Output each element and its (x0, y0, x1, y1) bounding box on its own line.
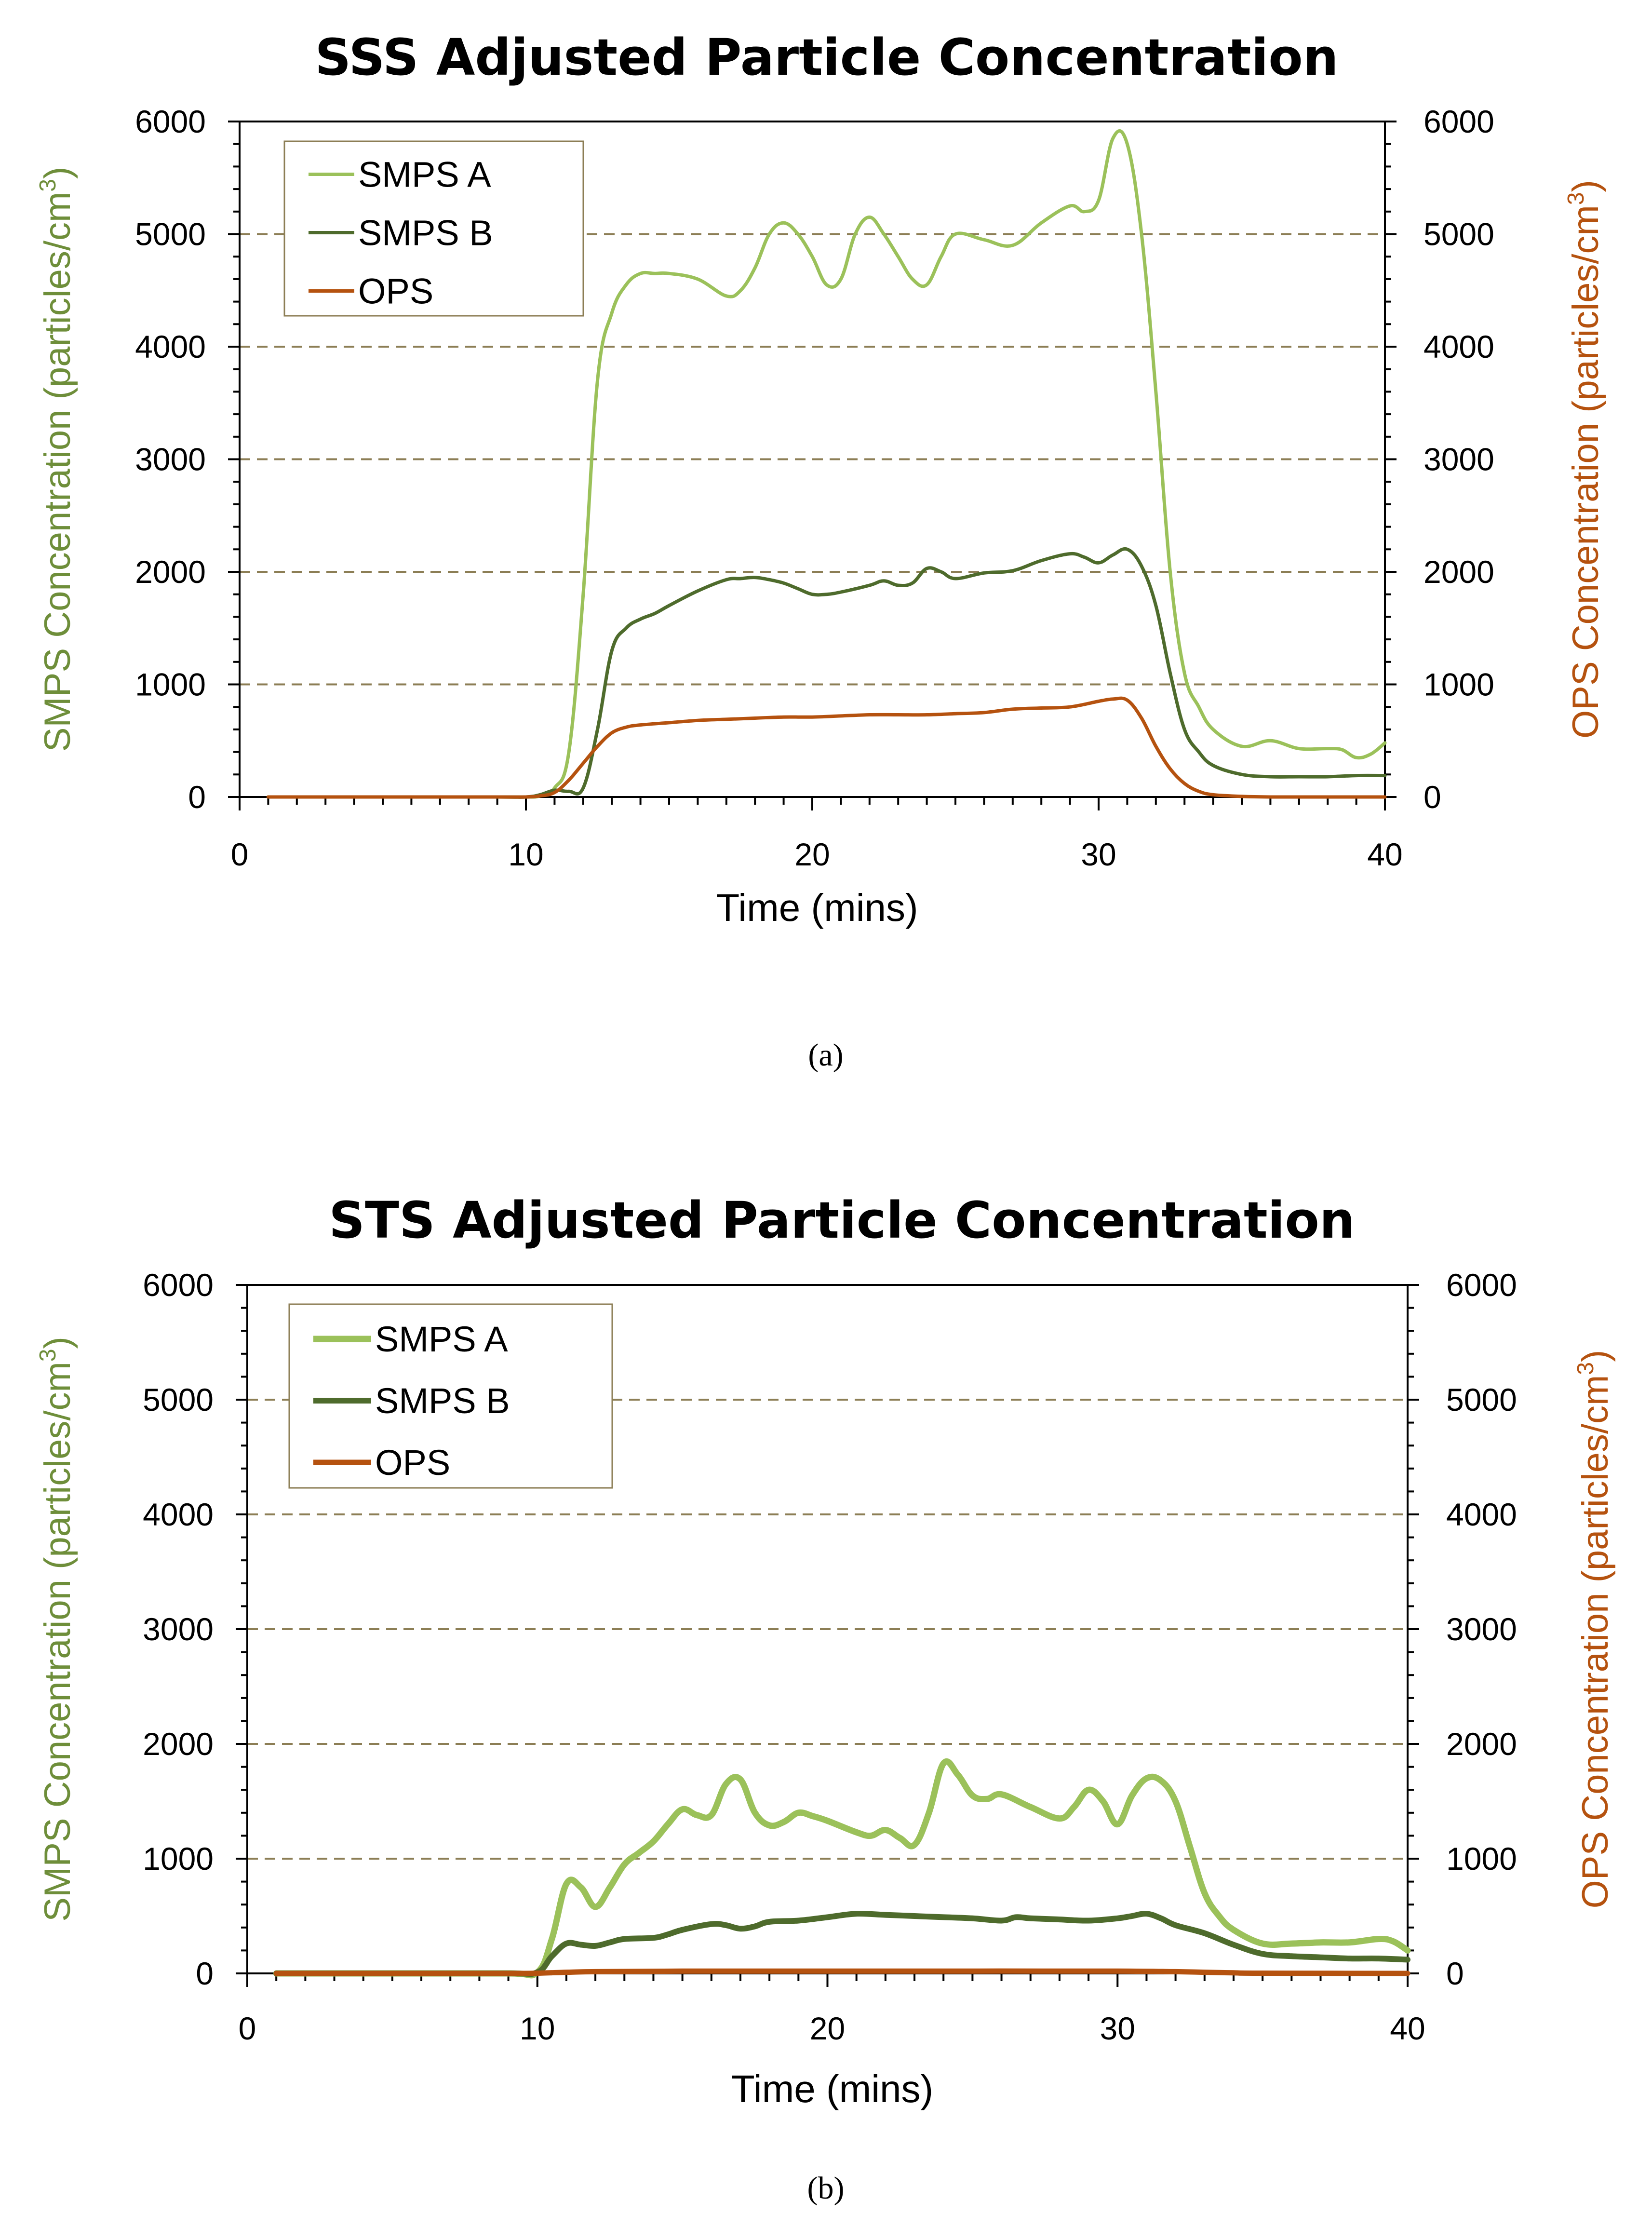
series-line-smps-b (266, 547, 1387, 799)
x-tick-label: 0 (239, 2011, 256, 2046)
right-y-tick-label: 5000 (1424, 216, 1494, 252)
right-y-tick-label: 3000 (1446, 1611, 1517, 1647)
left-y-tick-label: 5000 (135, 216, 206, 252)
right-y-tick-label: 5000 (1446, 1382, 1517, 1418)
left-y-tick-label: 1000 (135, 667, 206, 702)
left-y-tick-label: 4000 (135, 329, 206, 364)
x-tick-label: 40 (1390, 2011, 1425, 2046)
x-tick-label: 40 (1367, 837, 1402, 872)
right-y-axis-label: OPS Concentration (particles/cm3) (1563, 180, 1606, 739)
x-tick-label: 30 (1100, 2011, 1135, 2046)
legend-label: OPS (375, 1443, 450, 1483)
series-line-smps-a (266, 129, 1387, 799)
left-y-tick-label: 5000 (143, 1382, 214, 1418)
x-tick-label: 10 (508, 837, 543, 872)
legend-box (283, 140, 584, 317)
series-line-ops (266, 696, 1387, 799)
right-y-tick-label: 4000 (1424, 329, 1494, 364)
left-y-tick-label: 2000 (143, 1726, 214, 1762)
series-line-smps-b (273, 1911, 1410, 1977)
figure-caption: (a) (808, 1038, 843, 1073)
series-line-smps-a (273, 1758, 1411, 1979)
right-y-tick-label: 0 (1424, 779, 1441, 815)
legend-label: SMPS A (358, 155, 491, 195)
x-axis-label: Time (mins) (731, 2067, 933, 2110)
right-y-tick-label: 0 (1446, 1956, 1464, 1991)
left-y-tick-label: 6000 (135, 104, 206, 139)
left-y-tick-label: 3000 (143, 1611, 214, 1647)
x-tick-label: 30 (1081, 837, 1116, 872)
legend-label: SMPS B (358, 213, 493, 253)
right-y-tick-label: 2000 (1424, 554, 1494, 590)
right-y-tick-label: 6000 (1446, 1267, 1517, 1303)
x-tick-label: 10 (520, 2011, 555, 2046)
legend-label: SMPS A (375, 1319, 508, 1359)
right-y-tick-label: 1000 (1424, 667, 1494, 702)
x-axis-label: Time (mins) (716, 886, 918, 929)
right-y-tick-label: 4000 (1446, 1497, 1517, 1532)
x-tick-label: 0 (231, 837, 249, 872)
left-y-tick-label: 0 (196, 1956, 214, 1991)
left-y-tick-label: 4000 (143, 1497, 214, 1532)
x-tick-label: 20 (794, 837, 830, 872)
right-y-axis-label: OPS Concentration (particles/cm3) (1573, 1350, 1616, 1909)
chart-title: SSS Adjusted Particle Concentration (315, 28, 1338, 87)
left-y-tick-label: 2000 (135, 554, 206, 590)
left-y-tick-label: 0 (188, 779, 206, 815)
legend-label: SMPS B (375, 1381, 510, 1421)
series-line-ops (273, 1968, 1410, 1976)
left-y-axis-label: SMPS Concentration (particles/cm3) (35, 1336, 78, 1922)
right-y-tick-label: 1000 (1446, 1841, 1517, 1876)
legend-box (288, 1303, 613, 1489)
left-y-tick-label: 3000 (135, 442, 206, 477)
right-y-tick-label: 2000 (1446, 1726, 1517, 1762)
chart-title: STS Adjusted Particle Concentration (329, 1191, 1355, 1250)
figure-caption: (b) (807, 2171, 845, 2206)
left-y-axis-label: SMPS Concentration (particles/cm3) (35, 167, 78, 752)
left-y-tick-label: 6000 (143, 1267, 214, 1303)
right-y-tick-label: 3000 (1424, 442, 1494, 477)
legend-label: OPS (358, 271, 433, 311)
right-y-tick-label: 6000 (1424, 104, 1494, 139)
left-y-tick-label: 1000 (143, 1841, 214, 1876)
x-tick-label: 20 (810, 2011, 845, 2046)
